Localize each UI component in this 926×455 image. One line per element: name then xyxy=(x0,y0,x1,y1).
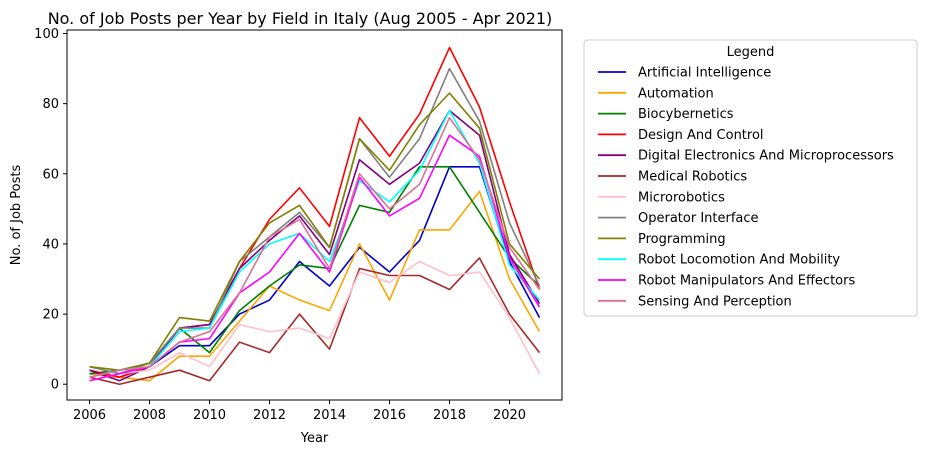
series-line-operator-interface xyxy=(89,67,541,375)
series-line-automation xyxy=(89,190,541,382)
y-tick-label: 40 xyxy=(42,237,59,252)
y-tick-label: 0 xyxy=(51,378,59,393)
series-line-robot-locomotion-and-mobility xyxy=(89,109,541,378)
x-tick-label: 2016 xyxy=(373,408,406,423)
y-tick-label: 20 xyxy=(42,308,59,323)
series-line-sensing-and-perception xyxy=(89,116,541,378)
y-tick-label: 100 xyxy=(34,27,59,42)
x-tick-label: 2020 xyxy=(493,408,526,423)
legend-label-robot-manipulators-and-effectors: Robot Manipulators And Effectors xyxy=(638,274,855,289)
series-line-robot-manipulators-and-effectors xyxy=(89,134,541,382)
x-axis-label: Year xyxy=(300,431,329,446)
x-tick-label: 2018 xyxy=(433,408,466,423)
x-tick-label: 2012 xyxy=(253,408,286,423)
legend-label-automation: Automation xyxy=(638,86,714,101)
y-tick-label: 60 xyxy=(42,167,59,182)
series-line-design-and-control xyxy=(89,46,541,379)
legend: Legend Artificial Intelligence Automation… xyxy=(583,39,918,317)
legend-label-microrobotics: Microrobotics xyxy=(638,190,725,205)
legend-label-artificial-intelligence: Artificial Intelligence xyxy=(638,66,771,81)
legend-label-programming: Programming xyxy=(638,232,726,247)
legend-label-design-and-control: Design And Control xyxy=(638,128,764,143)
x-tick-label: 2014 xyxy=(313,408,346,423)
legend-label-biocybernetics: Biocybernetics xyxy=(638,107,734,122)
legend-items: Artificial Intelligence Automation Biocybe… xyxy=(598,66,894,309)
plot-area-frame xyxy=(66,29,563,401)
series-line-programming xyxy=(89,92,541,371)
x-tick-label: 2010 xyxy=(193,408,226,423)
legend-label-operator-interface: Operator Interface xyxy=(638,211,759,226)
y-tick-label: 80 xyxy=(42,97,59,112)
x-axis-ticks: 2006 2008 2010 2012 2014 2016 2018 2020 xyxy=(73,400,526,423)
legend-box xyxy=(583,39,918,317)
series-line-digital-electronics-and-microprocessors xyxy=(89,109,541,382)
legend-label-medical-robotics: Medical Robotics xyxy=(638,170,747,185)
x-tick-label: 2006 xyxy=(73,408,106,423)
series-line-artificial-intelligence xyxy=(89,165,541,379)
series-layer xyxy=(89,46,541,386)
series-line-biocybernetics xyxy=(89,165,541,375)
y-axis-ticks: 0 20 40 60 80 100 xyxy=(34,27,67,393)
legend-label-robot-locomotion-and-mobility: Robot Locomotion And Mobility xyxy=(638,253,840,268)
legend-label-sensing-and-perception: Sensing And Perception xyxy=(638,294,792,309)
legend-label-digital-electronics-and-microprocessors: Digital Electronics And Microprocessors xyxy=(638,149,894,164)
y-axis-label: No. of Job Posts xyxy=(9,165,24,266)
chart-title: No. of Job Posts per Year by Field in It… xyxy=(48,9,553,28)
series-line-microrobotics xyxy=(89,260,541,382)
x-tick-label: 2008 xyxy=(133,408,166,423)
legend-title: Legend xyxy=(727,45,775,60)
